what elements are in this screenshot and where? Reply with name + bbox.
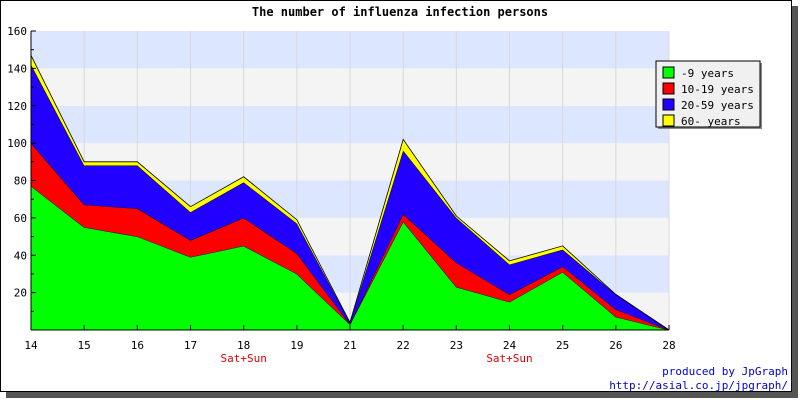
x-tick-label: 16 (131, 339, 144, 352)
x-annotation-label: Sat+Sun (486, 352, 532, 365)
area-series-1 (31, 186, 669, 330)
area-series-2 (31, 143, 669, 330)
x-tick-label: 25 (556, 339, 569, 352)
y-tick-label: 120 (7, 100, 27, 113)
frame-shadow-right (792, 6, 798, 398)
legend-label: 10-19 years (681, 83, 754, 96)
legend-label: 20-59 years (681, 99, 754, 112)
legend-swatch (662, 66, 675, 79)
area-series-3 (31, 64, 669, 330)
x-tick-label: 18 (237, 339, 250, 352)
frame-shadow-bottom (6, 392, 798, 398)
y-tick-label: 100 (7, 137, 27, 150)
legend-label: -9 years (681, 67, 734, 80)
x-annotation-label: Sat+Sun (220, 352, 266, 365)
x-tick-label: 21 (343, 339, 356, 352)
legend-swatch (662, 114, 675, 127)
y-tick-label: 140 (7, 62, 27, 75)
x-tick-label: 19 (290, 339, 303, 352)
x-tick-label: 23 (450, 339, 463, 352)
legend-swatch (662, 82, 675, 95)
chart-title: The number of influenza infection person… (252, 5, 548, 19)
x-tick-label: 24 (503, 339, 517, 352)
y-tick-label: 20 (14, 287, 27, 300)
y-tick-label: 40 (14, 249, 27, 262)
y-tick-label: 160 (7, 25, 27, 38)
credit-line-2: http://asial.co.jp/jpgraph/ (609, 379, 788, 392)
area-series-4 (31, 55, 669, 330)
credit-line-1: produced by JpGraph (662, 365, 788, 378)
y-tick-label: 80 (14, 175, 27, 188)
x-tick-label: 22 (397, 339, 410, 352)
legend-swatch (662, 98, 675, 111)
x-tick-label: 15 (78, 339, 91, 352)
y-tick-label: 60 (14, 212, 27, 225)
x-tick-label: 26 (609, 339, 622, 352)
x-tick-label: 28 (662, 339, 675, 352)
legend-label: 60- years (681, 115, 741, 128)
x-tick-label: 14 (24, 339, 38, 352)
area-series-outline (30, 55, 670, 331)
x-tick-label: 17 (184, 339, 197, 352)
